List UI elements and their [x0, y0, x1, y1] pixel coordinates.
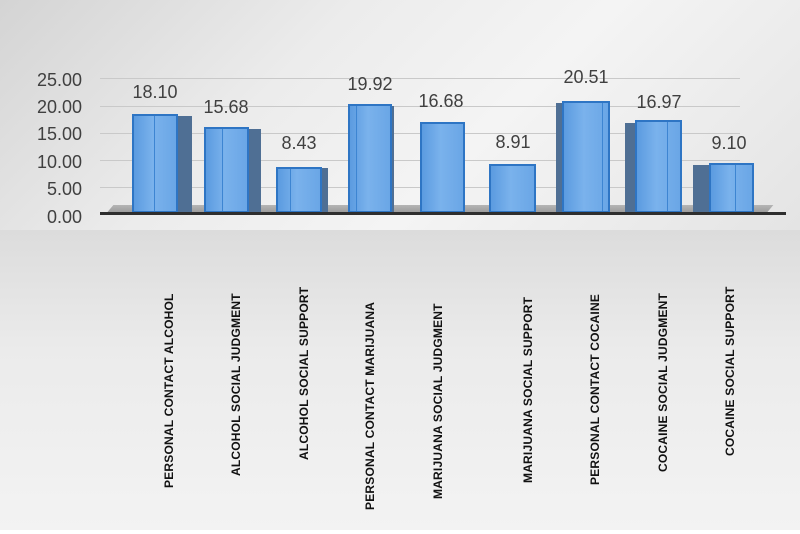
value-label: 18.10: [132, 82, 178, 102]
x-category-label: PERSONAL CONTACT COCAINE: [588, 293, 602, 485]
x-category-label: PERSONAL CONTACT ALCOHOL: [162, 293, 176, 488]
bar-marijuana-social-support[interactable]: [489, 164, 536, 213]
category-label-area: [0, 230, 800, 530]
gridline: [100, 78, 740, 79]
value-label: 15.68: [203, 97, 249, 117]
bottom-border: [0, 530, 800, 534]
bar-side: [693, 165, 713, 213]
bar-cocaine-social-support[interactable]: [709, 163, 754, 213]
value-label: 16.68: [418, 91, 464, 111]
bar-personal-contact-cocaine[interactable]: [562, 101, 610, 213]
value-label: 8.91: [495, 132, 531, 152]
y-tick-label: 25.00: [36, 70, 82, 90]
bar-side: [176, 116, 192, 213]
bar-side: [556, 103, 564, 213]
bar-personal-contact-marijuana[interactable]: [348, 104, 392, 213]
x-category-label: MARIJUANA SOCIAL JUDGMENT: [431, 303, 445, 499]
y-tick-label: 20.00: [36, 97, 82, 117]
x-category-label: ALCOHOL SOCIAL SUPPORT: [297, 286, 311, 460]
bar-alcohol-social-judgment[interactable]: [204, 127, 249, 213]
y-tick-label: 10.00: [36, 152, 82, 172]
bar-side: [390, 106, 394, 213]
gridline: [100, 106, 740, 107]
value-label: 9.10: [711, 133, 747, 153]
x-category-label: PERSONAL CONTACT MARIJUANA: [363, 301, 377, 510]
x-category-label: MARIJUANA SOCIAL SUPPORT: [521, 296, 535, 483]
value-label: 8.43: [281, 133, 317, 153]
bar-cocaine-social-judgment[interactable]: [635, 120, 682, 213]
bar-side: [247, 129, 261, 213]
value-label: 16.97: [636, 92, 682, 112]
x-category-label: COCAINE SOCIAL SUPPORT: [723, 286, 737, 456]
value-label: 20.51: [563, 67, 609, 87]
bar-marijuana-social-judgment[interactable]: [420, 122, 465, 213]
y-tick-label: 0.00: [46, 207, 82, 227]
x-category-label: ALCOHOL SOCIAL JUDGMENT: [229, 293, 243, 476]
bar-alcohol-social-support[interactable]: [276, 167, 322, 213]
x-axis-line: [100, 212, 786, 215]
value-label: 19.92: [347, 74, 393, 94]
bar-side: [625, 123, 637, 213]
x-category-label: COCAINE SOCIAL JUDGMENT: [656, 292, 670, 472]
y-tick-label: 5.00: [46, 179, 82, 199]
bar-side: [320, 168, 328, 213]
y-tick-label: 15.00: [36, 124, 82, 144]
bar-personal-contact-alcohol[interactable]: [132, 114, 178, 213]
